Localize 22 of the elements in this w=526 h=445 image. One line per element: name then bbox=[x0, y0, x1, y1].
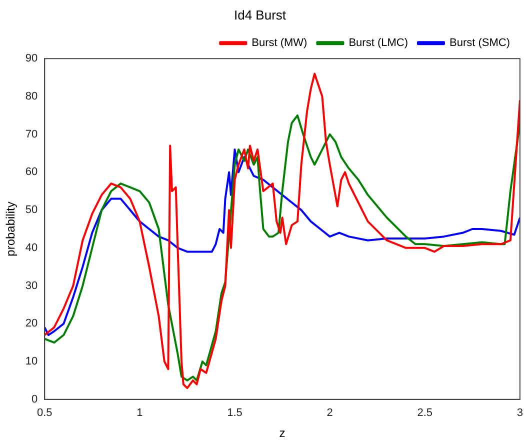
y-tick-label: 50 bbox=[25, 204, 38, 216]
x-tick-label: 1.5 bbox=[227, 407, 242, 420]
y-tick-label: 70 bbox=[25, 128, 38, 140]
legend-label: Burst (LMC) bbox=[348, 37, 408, 50]
x-tick-label: 3 bbox=[516, 407, 524, 420]
x-tick-label: 2.5 bbox=[417, 407, 433, 420]
x-tick-label: 1 bbox=[136, 407, 143, 420]
y-tick-label: 30 bbox=[25, 280, 38, 292]
y-tick-label: 40 bbox=[25, 242, 38, 254]
x-tick-label: 0.5 bbox=[36, 407, 52, 420]
legend-label: Burst (SMC) bbox=[450, 37, 510, 50]
y-tick-label: 10 bbox=[25, 356, 38, 368]
y-tick-label: 20 bbox=[25, 318, 38, 330]
y-tick-label: 60 bbox=[25, 166, 38, 178]
y-tick-label: 90 bbox=[25, 52, 38, 65]
y-tick-label: 0 bbox=[32, 393, 38, 406]
x-tick-label: 2 bbox=[326, 407, 333, 420]
y-axis-title: probability bbox=[4, 202, 18, 256]
legend-label: Burst (MW) bbox=[252, 37, 308, 50]
y-tick-label: 80 bbox=[25, 90, 38, 102]
chart-title: Id4 Burst bbox=[234, 7, 286, 22]
x-axis-title: z bbox=[279, 426, 286, 440]
